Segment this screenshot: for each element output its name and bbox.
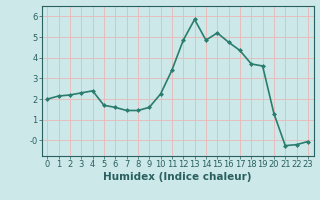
X-axis label: Humidex (Indice chaleur): Humidex (Indice chaleur) bbox=[103, 172, 252, 182]
